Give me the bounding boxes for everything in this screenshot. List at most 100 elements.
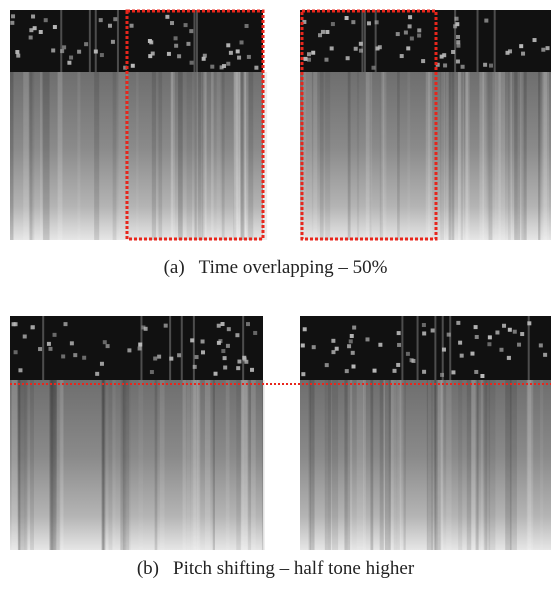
dot (129, 23, 134, 28)
streak (240, 72, 245, 240)
dot (30, 325, 35, 330)
streak (60, 10, 63, 72)
streak (344, 380, 351, 550)
streak (458, 72, 462, 240)
streak (127, 380, 131, 550)
streak (247, 72, 254, 240)
dot (150, 51, 155, 56)
streak (483, 380, 487, 550)
streak (509, 380, 517, 550)
streak (197, 380, 201, 550)
streak (195, 10, 198, 72)
dot (324, 57, 329, 62)
dot (334, 346, 339, 351)
dot (302, 19, 307, 24)
streak (475, 380, 479, 550)
streak (517, 72, 524, 240)
dot (190, 338, 195, 343)
streak (396, 380, 402, 550)
dot (397, 342, 402, 347)
dot (378, 342, 383, 347)
streak (243, 380, 249, 550)
dot (306, 52, 311, 57)
dot (218, 339, 223, 344)
spectrogram-body (300, 72, 551, 240)
streak (308, 380, 311, 550)
dot (403, 30, 408, 35)
dot (407, 24, 412, 29)
streak (178, 72, 183, 240)
dot (18, 368, 23, 373)
dot (300, 343, 305, 348)
dot (200, 350, 205, 355)
dot (499, 347, 504, 352)
dot (311, 345, 316, 350)
dot (377, 45, 382, 50)
streak (437, 380, 443, 550)
dot (235, 333, 240, 338)
dot (177, 54, 182, 59)
dot (222, 64, 227, 69)
streak (374, 10, 377, 72)
streak (398, 380, 406, 550)
dot (421, 323, 426, 328)
dot (456, 34, 461, 39)
streak (212, 380, 215, 550)
dot (210, 64, 215, 69)
dot (311, 50, 316, 55)
streak (434, 380, 442, 550)
dot (60, 49, 65, 54)
streak (508, 72, 512, 240)
caption-label: (b) (136, 558, 159, 579)
streak (382, 380, 389, 550)
streak (136, 72, 139, 240)
dot (303, 56, 308, 61)
streak (319, 72, 324, 240)
dot (454, 16, 459, 21)
streak (460, 72, 463, 240)
streak (10, 72, 14, 240)
streak (158, 72, 163, 240)
dot (409, 358, 414, 363)
dot (165, 14, 170, 19)
dot (123, 65, 128, 70)
dot (98, 18, 103, 23)
dot (245, 322, 250, 327)
streak (391, 380, 397, 550)
streak (120, 380, 127, 550)
dot (189, 60, 194, 65)
dot (31, 14, 36, 19)
dot (344, 16, 349, 21)
dot (174, 43, 179, 48)
streak (182, 380, 186, 550)
dot (237, 359, 242, 364)
streak (526, 380, 532, 550)
overlap-box (300, 9, 438, 241)
streak (540, 380, 544, 550)
streak (514, 72, 521, 240)
dot (521, 51, 526, 56)
dot (483, 62, 488, 67)
streak (102, 380, 106, 550)
streak (397, 72, 400, 240)
dot (422, 331, 427, 336)
streak (310, 380, 315, 550)
dot (194, 355, 199, 360)
streak (50, 380, 54, 550)
streak (542, 72, 550, 240)
streak (449, 316, 452, 380)
dot (352, 325, 357, 330)
dot (149, 370, 154, 375)
dot (446, 332, 451, 337)
dot (517, 342, 522, 347)
streak (240, 380, 248, 550)
dot (350, 350, 355, 355)
dot (399, 54, 404, 59)
dot (141, 325, 146, 330)
dot (237, 55, 242, 60)
streak (509, 72, 513, 240)
dot (520, 332, 525, 337)
streak (123, 380, 129, 550)
dot (166, 51, 171, 56)
streak (88, 10, 91, 72)
